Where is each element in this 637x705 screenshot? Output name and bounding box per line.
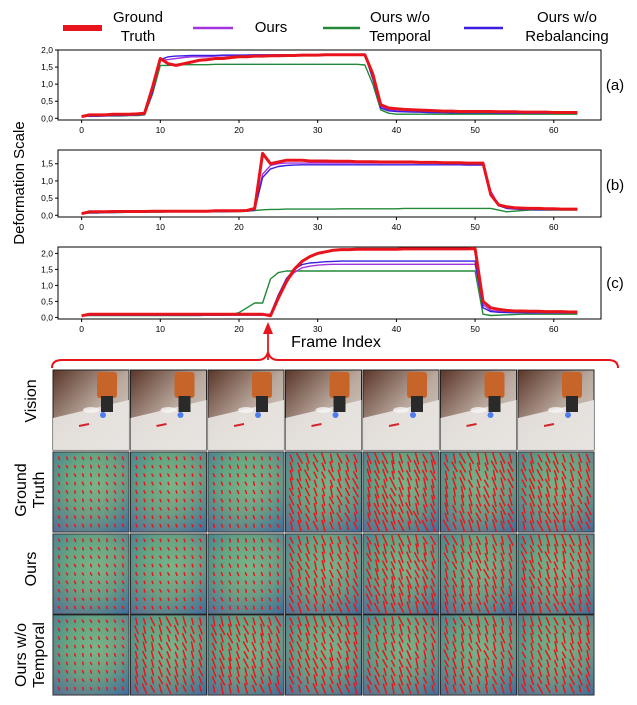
tactile-frame xyxy=(285,533,362,615)
tactile-frame xyxy=(517,533,595,615)
tactile-frame xyxy=(440,533,517,615)
x-tick-label: 0 xyxy=(79,222,84,232)
frame-grid: Vision Ground Truth Ours Ours w/o Temporal xyxy=(13,369,595,696)
x-tick-label: 10 xyxy=(156,324,166,334)
y-tick-label: 1,0 xyxy=(41,280,53,290)
legend: Ground Truth Ours Ours w/o Temporal Ours… xyxy=(63,9,609,45)
x-tick-label: 60 xyxy=(549,324,559,334)
x-tick-label: 60 xyxy=(549,222,559,232)
y-tick-label: 0,5 xyxy=(41,193,53,203)
y-tick-label: 1,5 xyxy=(41,264,53,274)
y-tick-label: 0,0 xyxy=(41,210,53,220)
row-label-line2: Temporal xyxy=(31,622,48,688)
legend-label-ground-truth-2: Truth xyxy=(121,28,155,45)
vision-frame xyxy=(130,369,207,451)
tactile-frame xyxy=(207,451,285,533)
x-axis-label: Frame Index xyxy=(291,334,381,351)
chart-panel-b: 0 10 20 30 40 50 60 0,0 0,5 1,0 1,5 (b) xyxy=(41,149,624,232)
series-line-ground-truth xyxy=(81,247,578,318)
y-tick-label: 2,0 xyxy=(41,248,53,258)
x-tick-label: 50 xyxy=(470,125,480,135)
x-tick-label: 50 xyxy=(470,324,480,334)
vision-frame xyxy=(207,369,285,451)
panel-label: (a) xyxy=(606,77,624,94)
plot-frame xyxy=(57,246,602,320)
legend-label-ground-truth-1: Ground xyxy=(113,9,163,26)
y-tick-label: 1,0 xyxy=(41,79,53,89)
y-tick-label: 0,5 xyxy=(41,296,53,306)
chart-panel-a: 0 10 20 30 40 50 60 0,0 0,5 1,0 1,5 2,0 (a) xyxy=(41,45,624,135)
legend-label-ours-wo-temporal-2: Temporal xyxy=(369,28,431,45)
x-tick-label: 60 xyxy=(549,125,559,135)
tactile-frame xyxy=(440,451,517,533)
vision-frame xyxy=(440,369,517,451)
row-label-line2: Truth xyxy=(31,472,48,509)
plot-frame xyxy=(57,49,602,121)
tactile-frame xyxy=(52,614,130,696)
tactile-frame xyxy=(207,614,285,696)
panel-label: (c) xyxy=(606,275,624,292)
x-tick-label: 20 xyxy=(234,324,244,334)
x-tick-label: 30 xyxy=(313,324,323,334)
x-tick-label: 10 xyxy=(156,125,166,135)
vision-frame xyxy=(362,369,440,451)
tactile-frame xyxy=(285,451,362,533)
row-label-line1: Ours w/o xyxy=(13,623,30,687)
x-tick-label: 10 xyxy=(156,222,166,232)
series-line-ground-truth xyxy=(81,151,578,216)
tactile-frame xyxy=(362,614,440,696)
tactile-frame xyxy=(440,614,517,696)
y-tick-label: 0,5 xyxy=(41,96,53,106)
row-label-line1: Ground xyxy=(13,463,30,516)
vision-frame xyxy=(517,369,595,451)
tactile-frame xyxy=(517,614,595,696)
tactile-frame xyxy=(362,451,440,533)
legend-label-ours-wo-rebalancing-2: Rebalancing xyxy=(525,28,608,45)
x-tick-label: 40 xyxy=(392,222,402,232)
tactile-frame xyxy=(52,533,130,615)
tactile-frame xyxy=(52,451,130,533)
tactile-frame xyxy=(362,533,440,615)
y-axis-label: Deformation Scale xyxy=(11,121,28,244)
panel-label: (b) xyxy=(606,177,624,194)
y-tick-label: 0,0 xyxy=(41,312,53,322)
y-tick-label: 2,0 xyxy=(41,45,53,55)
series-line-ground-truth xyxy=(81,53,578,119)
tactile-frame xyxy=(285,614,362,696)
x-tick-label: 0 xyxy=(79,324,84,334)
x-tick-label: 40 xyxy=(392,125,402,135)
row-label-line1: Vision xyxy=(23,379,40,422)
vision-frame xyxy=(52,369,130,451)
tactile-frame xyxy=(207,533,285,615)
x-tick-label: 40 xyxy=(392,324,402,334)
tactile-frame xyxy=(130,451,207,533)
y-tick-label: 0,0 xyxy=(41,113,53,123)
x-tick-label: 20 xyxy=(234,125,244,135)
x-tick-label: 50 xyxy=(470,222,480,232)
frame-bracket xyxy=(51,351,619,369)
x-tick-label: 30 xyxy=(313,125,323,135)
legend-label-ours-wo-rebalancing-1: Ours w/o xyxy=(537,9,597,26)
y-tick-label: 1,0 xyxy=(41,176,53,186)
y-tick-label: 1,5 xyxy=(41,62,53,72)
tactile-frame xyxy=(130,614,207,696)
series-line-ours-wo-temporal xyxy=(81,63,578,118)
vision-frame xyxy=(285,369,362,451)
x-tick-label: 30 xyxy=(313,222,323,232)
legend-label-ours-wo-temporal-1: Ours w/o xyxy=(370,9,430,26)
x-tick-label: 20 xyxy=(234,222,244,232)
chart-panel-c: 0 10 20 30 40 50 60 0,0 0,5 1,0 1,5 2,0 (c) xyxy=(41,246,624,334)
tactile-frame xyxy=(130,533,207,615)
y-tick-label: 1,5 xyxy=(41,159,53,169)
legend-label-ours: Ours xyxy=(255,19,288,36)
row-label-line1: Ours xyxy=(23,552,40,587)
frame-pointer-arrow xyxy=(263,322,273,360)
tactile-frame xyxy=(517,451,595,533)
x-tick-label: 0 xyxy=(79,125,84,135)
